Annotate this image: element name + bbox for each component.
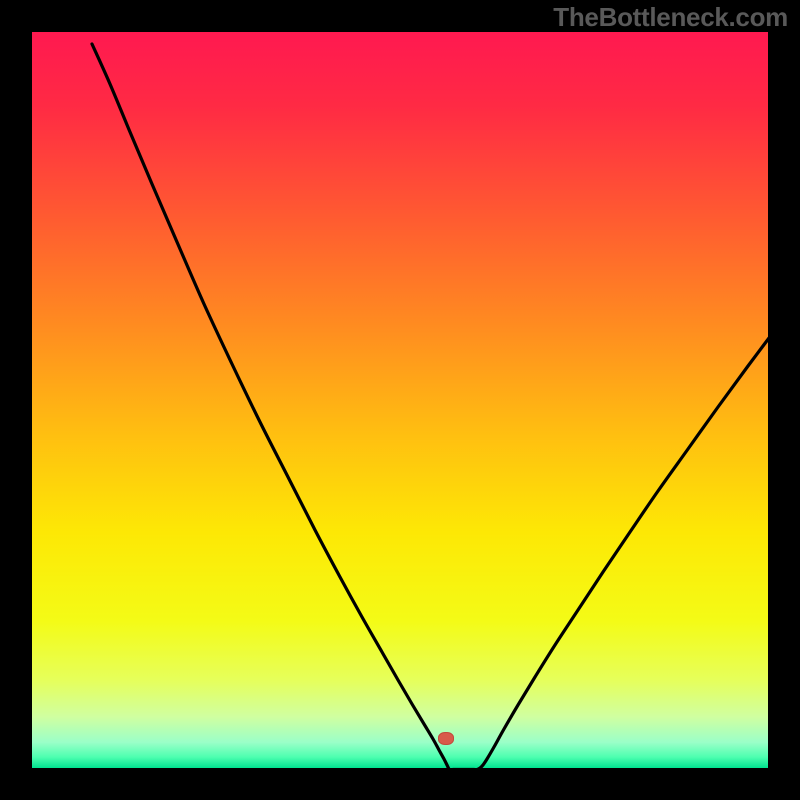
bottleneck-curve [0,0,800,800]
watermark-text: TheBottleneck.com [553,2,788,33]
optimum-marker [438,732,454,745]
